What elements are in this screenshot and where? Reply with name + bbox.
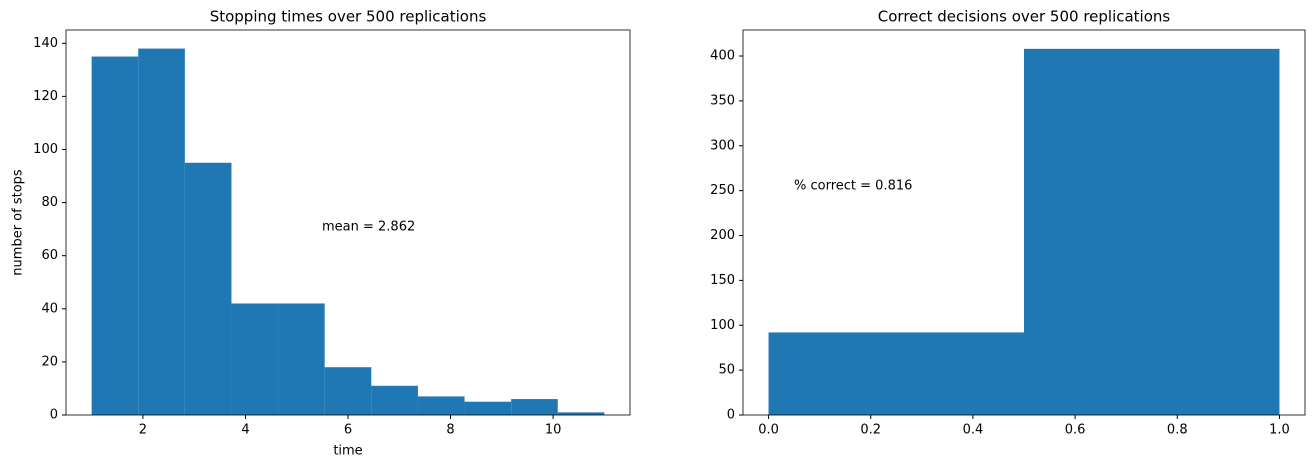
y-tick-label: 80 (41, 195, 58, 210)
bar (278, 303, 325, 415)
x-axis-label: time (333, 444, 362, 459)
x-tick-label: 2 (139, 423, 147, 438)
x-tick-label: 6 (344, 423, 352, 438)
axes-frame (742, 29, 1306, 416)
annotation: mean = 2.862 (322, 220, 415, 235)
y-tick-label: 300 (710, 138, 735, 153)
bar (184, 162, 232, 415)
bar (417, 396, 465, 415)
y-tick-label: 350 (710, 93, 735, 108)
y-tick-label: 40 (41, 301, 58, 316)
y-tick-label: 60 (41, 248, 58, 263)
bar (511, 399, 558, 415)
x-tick-label: 0.0 (758, 423, 779, 438)
chart-title: Stopping times over 500 replications (210, 8, 487, 26)
x-tick-label: 0.8 (1167, 423, 1188, 438)
bar (768, 332, 1024, 415)
bar (138, 48, 185, 415)
y-tick-label: 100 (710, 318, 735, 333)
y-axis-label: number of stops (11, 169, 26, 276)
y-tick-label: 400 (710, 49, 735, 64)
y-tick-label: 100 (33, 142, 58, 157)
x-tick-label: 0.4 (963, 423, 984, 438)
y-tick-label: 150 (710, 273, 735, 288)
x-tick-label: 10 (545, 423, 562, 438)
y-tick-label: 200 (710, 228, 735, 243)
bar (464, 401, 512, 415)
chart-title: Correct decisions over 500 replications (878, 8, 1171, 26)
bar (91, 56, 139, 415)
bar (1024, 48, 1280, 415)
x-tick-label: 4 (241, 423, 249, 438)
x-tick-label: 0.6 (1065, 423, 1086, 438)
x-tick-label: 8 (446, 423, 454, 438)
annotation: % correct = 0.816 (794, 179, 912, 194)
y-tick-label: 20 (41, 354, 58, 369)
bar (231, 303, 279, 415)
bar (557, 412, 605, 415)
bar (324, 367, 372, 415)
y-tick-label: 0 (50, 408, 58, 423)
y-tick-label: 50 (718, 363, 735, 378)
bar (371, 385, 418, 415)
y-tick-label: 140 (33, 36, 58, 51)
y-tick-label: 120 (33, 89, 58, 104)
x-tick-label: 0.2 (860, 423, 881, 438)
x-tick-label: 1.0 (1269, 423, 1290, 438)
y-tick-label: 0 (727, 408, 735, 423)
y-tick-label: 250 (710, 183, 735, 198)
